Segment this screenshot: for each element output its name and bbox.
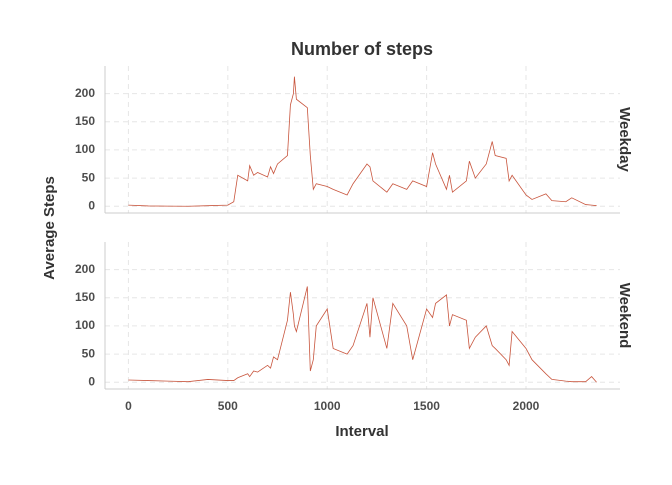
- series-line: [128, 76, 597, 207]
- x-tick-label: 500: [218, 399, 238, 413]
- x-tick-label: 1500: [413, 399, 440, 413]
- x-tick-label: 1000: [314, 399, 341, 413]
- y-tick-label: 100: [75, 142, 95, 156]
- y-tick-label: 0: [88, 374, 95, 388]
- series-line: [128, 286, 597, 383]
- chart-title: Number of steps: [291, 39, 433, 59]
- y-axis-label: Average Steps: [41, 176, 58, 280]
- y-tick-label: 150: [75, 114, 95, 128]
- x-tick-label: 0: [125, 399, 132, 413]
- y-tick-label: 150: [75, 290, 95, 304]
- y-tick-label: 200: [75, 86, 95, 100]
- x-tick-label: 2000: [513, 399, 540, 413]
- facet-label: Weekday: [616, 107, 633, 172]
- y-tick-label: 50: [82, 170, 96, 184]
- x-axis-label: Interval: [335, 423, 388, 440]
- y-tick-label: 0: [88, 198, 95, 212]
- y-tick-label: 100: [75, 318, 95, 332]
- facet-label: Weekend: [616, 283, 633, 349]
- y-tick-label: 50: [82, 346, 96, 360]
- y-tick-label: 200: [75, 262, 95, 276]
